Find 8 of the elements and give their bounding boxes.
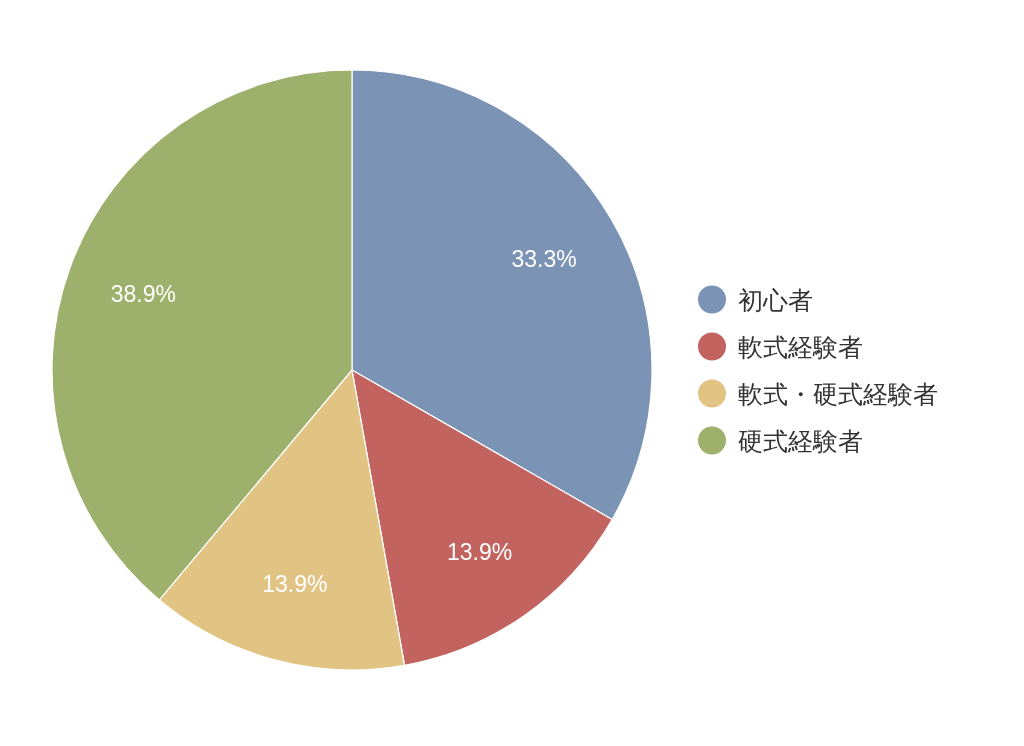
legend-label: 硬式経験者 <box>738 426 863 455</box>
legend-label: 初心者 <box>738 285 813 314</box>
legend-label: 軟式経験者 <box>738 332 863 361</box>
data-label: 38.9% <box>110 281 176 308</box>
data-label: 13.9% <box>262 571 328 598</box>
data-label: 33.3% <box>511 245 577 272</box>
legend-label: 軟式・硬式経験者 <box>738 379 938 408</box>
data-label: 13.9% <box>447 538 513 565</box>
